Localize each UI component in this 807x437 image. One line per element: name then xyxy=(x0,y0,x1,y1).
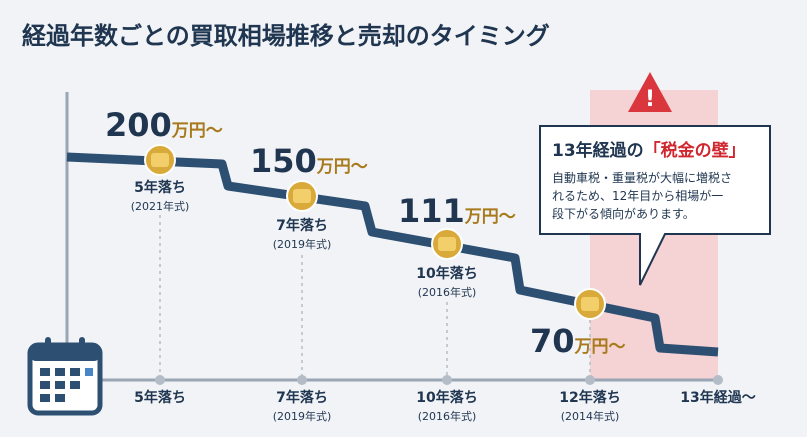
axis-dot xyxy=(585,375,595,385)
unit: 万円〜 xyxy=(464,207,516,227)
axis-year: (2019年式) xyxy=(273,409,332,423)
axis-dot xyxy=(297,375,307,385)
unit: 万円〜 xyxy=(574,337,626,357)
price: 200 xyxy=(105,106,172,144)
point-label: 7年落ち xyxy=(276,217,328,234)
warning-mark: ! xyxy=(645,87,655,112)
axis-label: 5年落ち xyxy=(134,389,186,406)
calendar-icon xyxy=(27,337,103,416)
axis-label: 7年落ち xyxy=(276,389,328,406)
coin xyxy=(286,180,318,212)
coin xyxy=(144,144,176,176)
point-year: (2019年式) xyxy=(273,237,332,251)
axis-label: 13年経過〜 xyxy=(680,389,755,406)
callout-box xyxy=(539,125,771,286)
axis-dots xyxy=(155,375,723,385)
coins xyxy=(144,144,606,320)
point-year: (2021年式) xyxy=(131,199,190,213)
axis-label: 10年落ち xyxy=(416,389,477,406)
axis-dot xyxy=(713,375,723,385)
price: 70 xyxy=(530,322,575,360)
callout-highlight: 「税金の壁」 xyxy=(644,140,746,161)
callout-line: 自動車税・重量税が大幅に増税さ xyxy=(552,170,732,185)
coin xyxy=(431,228,463,260)
unit: 万円〜 xyxy=(171,121,223,141)
price-label: 150万円〜 xyxy=(250,142,368,180)
axis-year: (2014年式) xyxy=(561,409,620,423)
unit: 万円〜 xyxy=(316,157,368,177)
price-label: 111万円〜 xyxy=(398,192,516,230)
price-label: 200万円〜 xyxy=(105,106,223,144)
price: 150 xyxy=(250,142,317,180)
callout-title-text: 13年経過の xyxy=(552,140,644,161)
price-label: 70万円〜 xyxy=(530,322,626,360)
point-label: 10年落ち xyxy=(416,265,477,282)
point-label: 5年落ち xyxy=(134,179,186,196)
callout-title: 13年経過の「税金の壁」 xyxy=(552,140,746,161)
title: 経過年数ごとの買取相場推移と売却のタイミング xyxy=(22,22,550,50)
axis-dot xyxy=(442,375,452,385)
callout-line: 段下がる傾向があります。 xyxy=(552,206,695,221)
guides xyxy=(159,215,591,380)
point-year: (2016年式) xyxy=(418,285,477,299)
axis-dot xyxy=(155,375,165,385)
coin xyxy=(574,288,606,320)
price: 111 xyxy=(398,192,465,230)
axis-year: (2016年式) xyxy=(418,409,477,423)
warning-icon xyxy=(628,72,672,112)
axis-label: 12年落ち xyxy=(559,389,620,406)
callout-line: れるため、12年目から相場が一 xyxy=(552,188,723,203)
